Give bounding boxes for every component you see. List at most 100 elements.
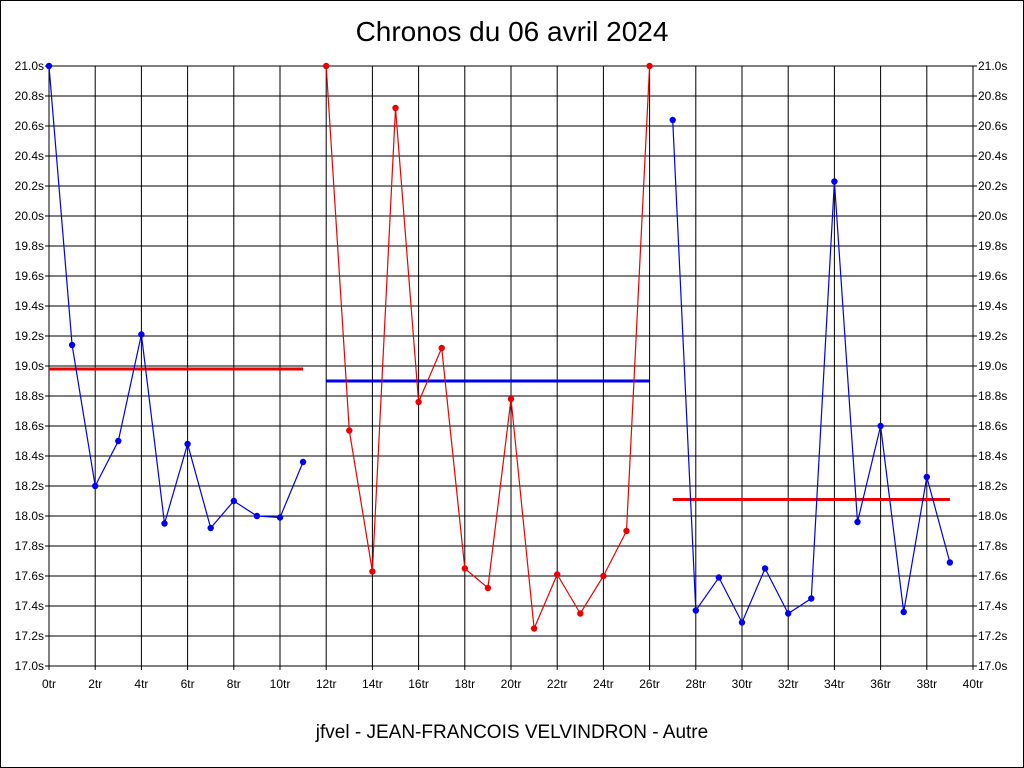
y-tick-label-left: 18.8s <box>15 389 44 403</box>
data-point <box>530 625 538 632</box>
y-tick-label-left: 17.2s <box>15 629 44 643</box>
x-tick-label: 0tr <box>42 677 56 691</box>
y-tick-label-right: 17.4s <box>978 599 1007 613</box>
y-tick-label-right: 19.2s <box>978 329 1007 343</box>
data-point <box>415 398 422 406</box>
y-tick-label-left: 20.0s <box>15 209 44 223</box>
data-point <box>392 104 399 112</box>
plot-border <box>48 65 974 667</box>
data-point <box>45 62 53 70</box>
data-point <box>600 572 607 580</box>
data-point <box>738 619 746 626</box>
y-tick-label-right: 18.0s <box>978 509 1007 523</box>
data-point <box>115 437 122 445</box>
data-point <box>669 116 676 124</box>
x-tick-label: 36tr <box>870 677 891 691</box>
x-tick-label: 16tr <box>408 677 429 691</box>
y-tick-label-right: 17.2s <box>978 629 1007 643</box>
y-tick-label-left: 17.6s <box>15 569 44 583</box>
data-point <box>554 571 561 578</box>
data-point <box>577 610 584 617</box>
data-point <box>877 422 884 430</box>
x-tick-label: 20tr <box>501 677 522 691</box>
data-point <box>831 178 838 185</box>
y-tick-label-right: 19.6s <box>978 269 1007 283</box>
data-point <box>299 458 307 466</box>
data-point <box>484 584 492 592</box>
y-tick-label-right: 21.0s <box>978 59 1007 73</box>
y-tick-label-right: 20.8s <box>978 89 1007 103</box>
series-line <box>325 65 651 629</box>
y-tick-label-left: 20.2s <box>15 179 44 193</box>
data-point <box>923 473 930 481</box>
chart-title: Chronos du 06 avril 2024 <box>355 16 669 47</box>
y-tick-label-left: 17.8s <box>15 539 44 553</box>
data-point <box>369 568 376 575</box>
data-point <box>646 62 653 70</box>
y-tick-label-right: 17.0s <box>978 659 1007 673</box>
data-point <box>438 344 445 352</box>
data-point <box>946 559 954 566</box>
data-point <box>253 512 261 520</box>
y-tick-label-left: 19.2s <box>15 329 44 343</box>
x-tick-label: 40tr <box>963 677 984 691</box>
y-tick-label-right: 20.0s <box>978 209 1007 223</box>
y-tick-label-right: 17.8s <box>978 539 1007 553</box>
y-tick-label-left: 19.8s <box>15 239 44 253</box>
x-tick-label: 18tr <box>454 677 475 691</box>
x-tick-label: 30tr <box>732 677 753 691</box>
data-point <box>92 482 99 490</box>
y-tick-label-right: 19.4s <box>978 299 1007 313</box>
series-line <box>672 119 951 624</box>
data-point <box>715 574 723 581</box>
data-point <box>808 595 815 602</box>
y-tick-label-right: 18.4s <box>978 449 1007 463</box>
x-tick-label: 38tr <box>916 677 937 691</box>
series-line <box>48 65 304 530</box>
y-tick-label-left: 18.2s <box>15 479 44 493</box>
y-tick-label-left: 17.0s <box>15 659 44 673</box>
x-tick-label: 24tr <box>593 677 614 691</box>
data-point <box>623 527 630 535</box>
y-tick-label-left: 19.0s <box>15 359 44 373</box>
data-point <box>138 331 145 338</box>
x-tick-label: 22tr <box>547 677 568 691</box>
x-tick-label: 32tr <box>778 677 799 691</box>
x-tick-label: 2tr <box>88 677 102 691</box>
y-tick-label-left: 18.6s <box>15 419 44 433</box>
y-tick-label-right: 19.0s <box>978 359 1007 373</box>
data-point <box>900 608 907 616</box>
y-tick-label-left: 20.8s <box>15 89 44 103</box>
y-tick-label-right: 18.6s <box>978 419 1007 433</box>
data-point <box>323 62 330 70</box>
data-point <box>230 497 237 505</box>
x-tick-label: 12tr <box>316 677 337 691</box>
x-tick-label: 28tr <box>685 677 706 691</box>
y-tick-label-right: 20.2s <box>978 179 1007 193</box>
y-tick-label-right: 20.6s <box>978 119 1007 133</box>
x-tick-label: 8tr <box>227 677 241 691</box>
y-tick-label-left: 20.6s <box>15 119 44 133</box>
data-point <box>346 427 353 434</box>
y-tick-label-left: 18.0s <box>15 509 44 523</box>
y-tick-label-right: 18.2s <box>978 479 1007 493</box>
data-point <box>461 565 468 572</box>
x-tick-label: 14tr <box>362 677 383 691</box>
y-tick-label-right: 18.8s <box>978 389 1007 403</box>
y-tick-label-left: 21.0s <box>15 59 44 73</box>
y-tick-label-right: 19.8s <box>978 239 1007 253</box>
chart-footer: jfvel - JEAN-FRANCOIS VELVINDRON - Autre <box>315 722 709 743</box>
x-tick-label: 10tr <box>270 677 291 691</box>
y-tick-label-left: 18.4s <box>15 449 44 463</box>
data-point <box>785 610 792 617</box>
x-tick-label: 34tr <box>824 677 845 691</box>
y-tick-label-left: 17.4s <box>15 599 44 613</box>
y-tick-label-left: 20.4s <box>15 149 44 163</box>
y-tick-label-right: 20.4s <box>978 149 1007 163</box>
data-point <box>507 395 515 403</box>
y-tick-label-left: 19.4s <box>15 299 44 313</box>
x-tick-label: 26tr <box>639 677 660 691</box>
data-point <box>161 520 168 527</box>
